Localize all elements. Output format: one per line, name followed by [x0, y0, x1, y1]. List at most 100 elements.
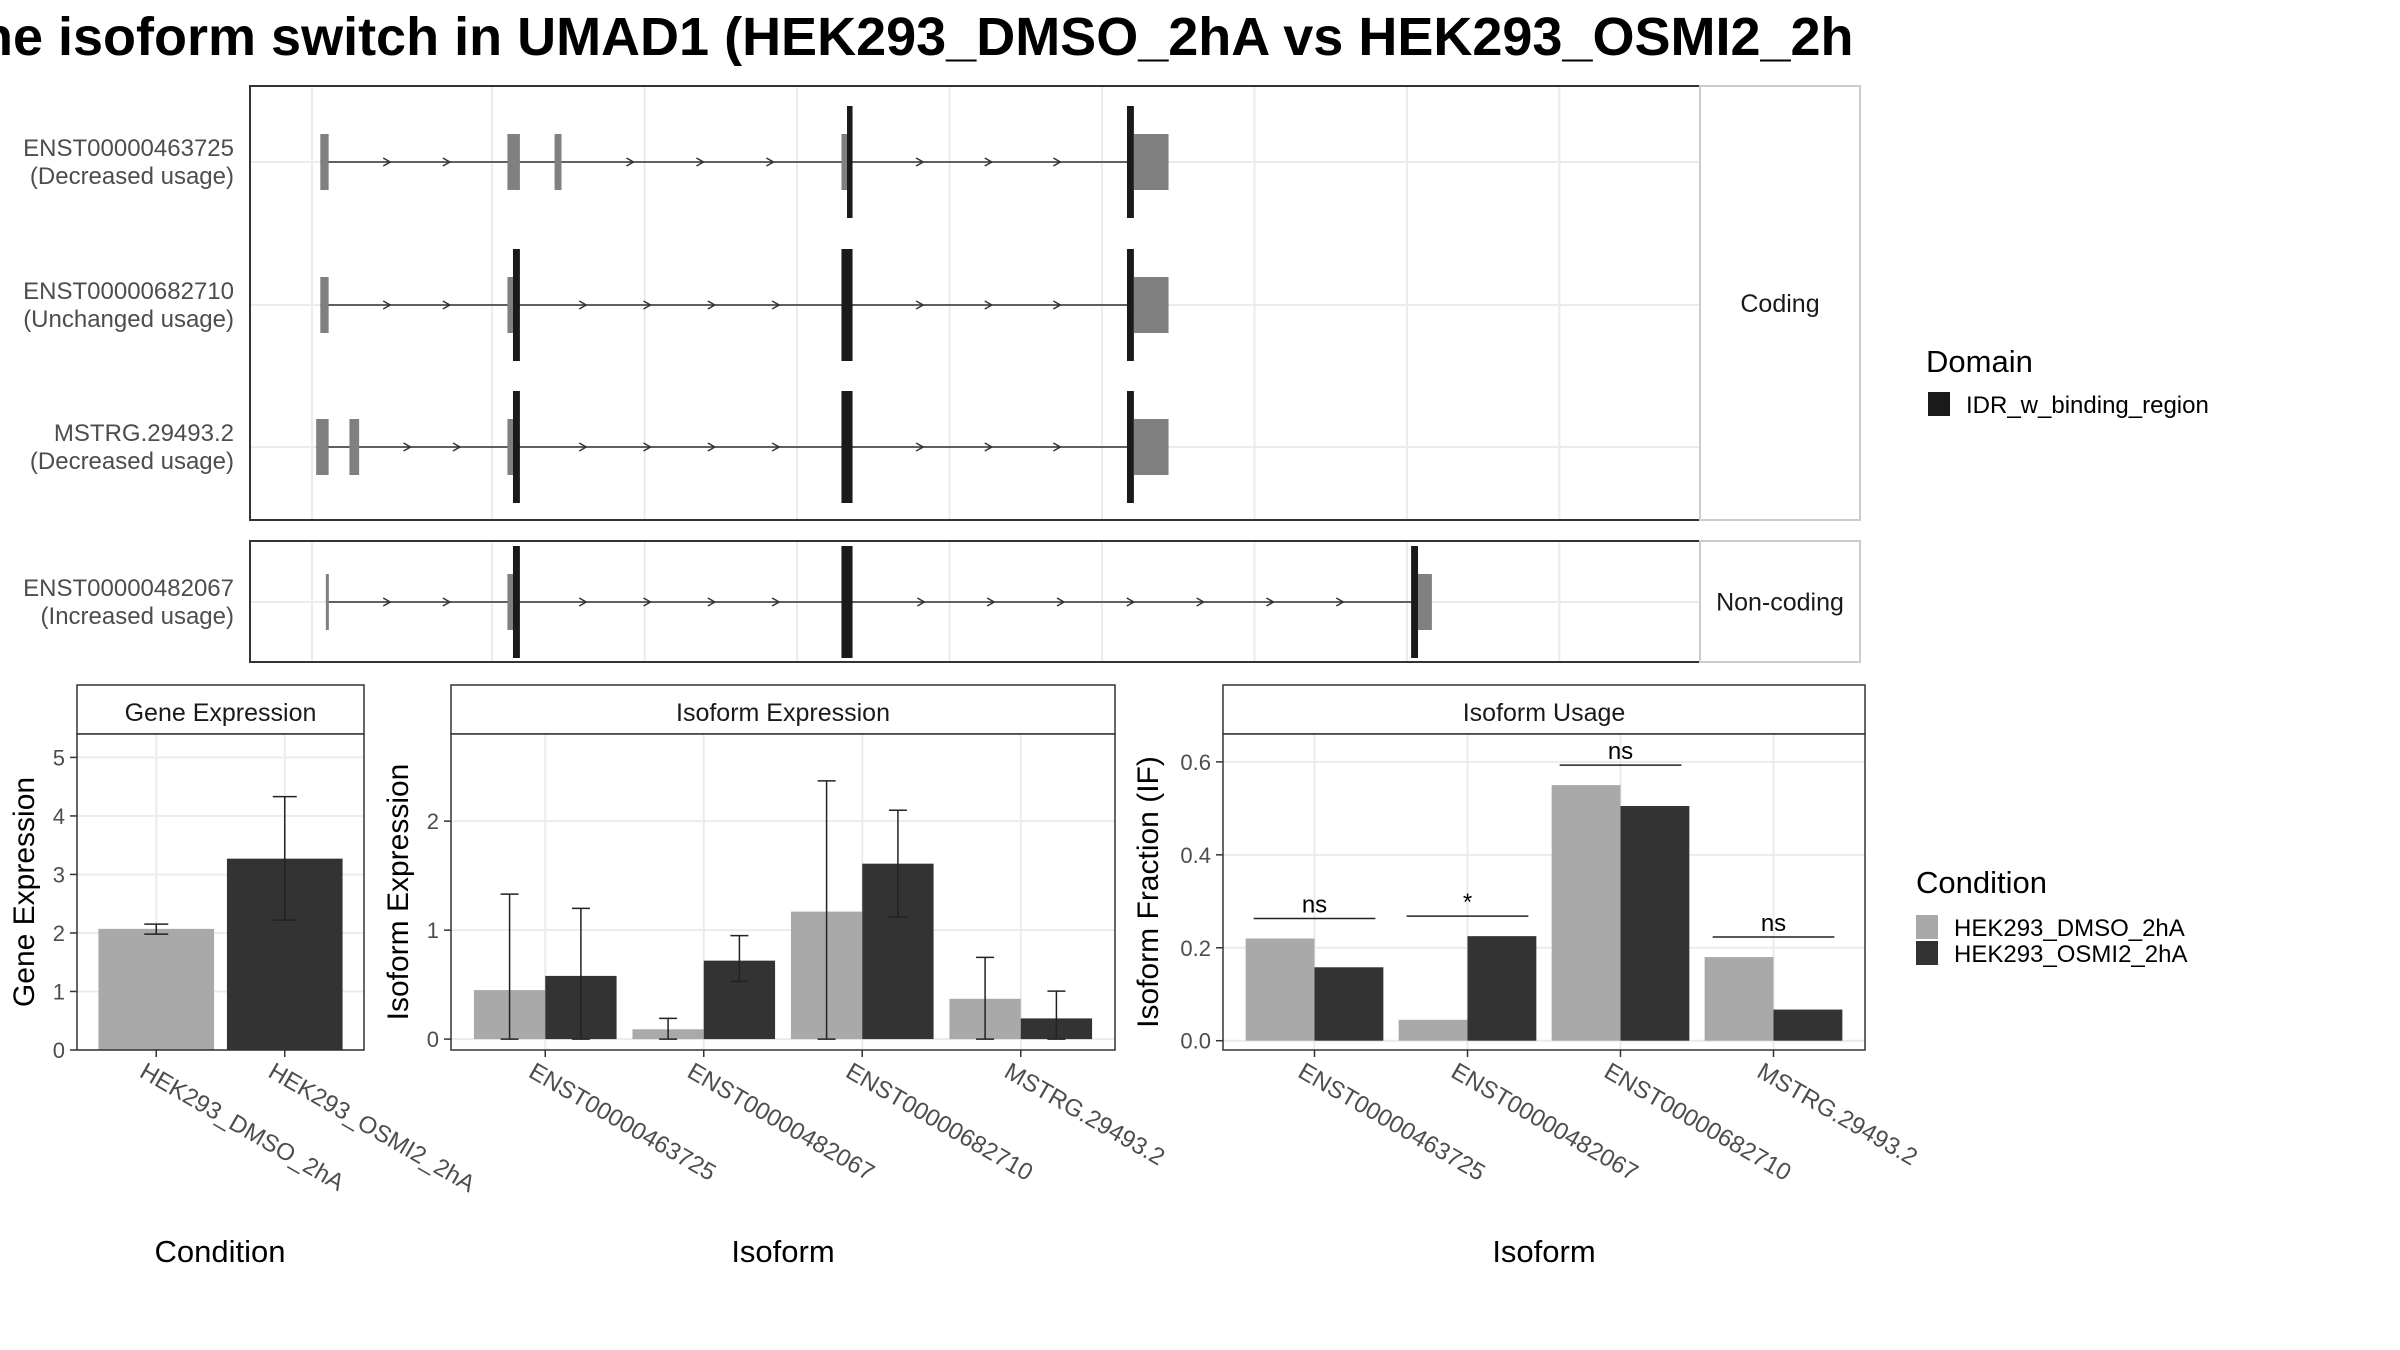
- intron-arrow: [915, 157, 925, 167]
- y-axis-label: Gene Expression: [8, 777, 41, 1007]
- utr-exon: [316, 419, 329, 475]
- y-tick-label: 0: [427, 1027, 439, 1052]
- legend-label: IDR_w_binding_region: [1966, 392, 2209, 419]
- intron-arrow: [626, 157, 635, 167]
- transcript-id: ENST00000482067: [23, 575, 234, 602]
- y-tick-label: 0.4: [1180, 843, 1211, 868]
- transcript-usage: (Unchanged usage): [23, 306, 234, 333]
- plot-border: [1222, 733, 1866, 1051]
- intron-arrow: [382, 597, 392, 607]
- bar: [1398, 1019, 1468, 1041]
- domain-exon: [1126, 391, 1134, 503]
- utr-exon: [507, 574, 513, 630]
- transcript-track: ENST00000482067(Increased usage): [23, 546, 1432, 658]
- significance-label: ns: [1608, 738, 1633, 765]
- domain-exon: [1411, 546, 1419, 658]
- intron-arrow: [643, 597, 653, 607]
- intron-arrow: [1266, 597, 1275, 607]
- x-tick-label: HEK293_OSMI2_2hA: [264, 1058, 480, 1198]
- panel-title: Isoform Expression: [676, 699, 890, 727]
- facet-strip: [1699, 540, 1861, 663]
- transcript-id: ENST00000463725: [23, 135, 234, 162]
- intron-arrow: [1052, 300, 1062, 310]
- utr-exon: [1418, 574, 1432, 630]
- chart-panel-1: Isoform Expression012ENST00000463725ENST…: [382, 684, 1169, 1269]
- significance-label: *: [1463, 889, 1472, 916]
- figure-title: ne isoform switch in UMAD1 (HEK293_DMSO_…: [0, 7, 1854, 67]
- domain-exon: [512, 391, 520, 503]
- intron-arrow: [984, 442, 994, 452]
- intron-arrow: [986, 597, 996, 607]
- legend-key: [1928, 392, 1950, 416]
- bar: [1773, 1009, 1843, 1041]
- intron-arrow: [771, 442, 781, 452]
- utr-exon: [349, 419, 360, 475]
- y-tick-label: 4: [53, 804, 65, 829]
- utr-exon: [320, 134, 329, 190]
- utr-exon: [1133, 134, 1169, 190]
- utr-exon: [841, 134, 847, 190]
- y-tick-label: 0: [53, 1038, 65, 1063]
- intron-arrow: [771, 597, 781, 607]
- y-tick-label: 3: [53, 862, 65, 887]
- utr-exon: [1133, 277, 1169, 333]
- legend-title: Domain: [1926, 344, 2033, 379]
- domain-exon: [1126, 249, 1134, 361]
- domain-exon: [512, 249, 520, 361]
- panel-title: Gene Expression: [125, 699, 317, 727]
- domain-exon: [846, 106, 853, 218]
- intron-arrow: [915, 442, 925, 452]
- intron-arrow: [643, 442, 653, 452]
- intron-arrow: [771, 300, 781, 310]
- transcript-usage: (Decreased usage): [30, 448, 234, 475]
- transcript-track: ENST00000682710(Unchanged usage): [23, 249, 1169, 361]
- intron-arrow: [403, 442, 413, 452]
- domain-exon: [1126, 106, 1134, 218]
- y-axis-label: Isoform Fraction (IF): [1132, 756, 1165, 1028]
- plot-border: [76, 733, 365, 1051]
- utr-exon: [325, 574, 329, 630]
- x-tick-label: MSTRG.29493.2: [1000, 1058, 1169, 1171]
- domain-exon: [841, 546, 853, 658]
- intron-arrow: [1196, 597, 1206, 607]
- intron-arrow: [578, 442, 588, 452]
- facet-label: Non-coding: [1716, 589, 1844, 617]
- facet-strip: [1699, 85, 1861, 521]
- domain-exon: [841, 391, 853, 503]
- bar: [1620, 806, 1690, 1041]
- intron-arrow: [442, 157, 452, 167]
- transcript-track: ENST00000463725(Decreased usage): [23, 106, 1169, 218]
- facet-label: Coding: [1740, 290, 1819, 318]
- intron-arrow: [382, 300, 392, 310]
- bar: [98, 928, 215, 1050]
- y-tick-label: 2: [427, 809, 439, 834]
- plot-border: [450, 733, 1116, 1051]
- bar: [1551, 785, 1621, 1041]
- panel-background: [250, 86, 1700, 520]
- utr-exon: [554, 134, 562, 190]
- intron-arrow: [1056, 597, 1066, 607]
- intron-arrow: [1335, 597, 1345, 607]
- intron-arrow: [442, 597, 452, 607]
- panel-title: Isoform Usage: [1463, 699, 1626, 727]
- bar: [1245, 938, 1315, 1041]
- y-tick-label: 1: [53, 979, 65, 1004]
- domain-exon: [512, 546, 520, 658]
- intron-arrow: [1052, 442, 1062, 452]
- transcript-usage: (Increased usage): [41, 603, 234, 630]
- panel-strip: [450, 684, 1116, 735]
- intron-arrow: [707, 300, 717, 310]
- transcript-track: MSTRG.29493.2(Decreased usage): [30, 391, 1169, 503]
- significance-label: ns: [1761, 910, 1786, 937]
- x-axis-label: Isoform: [731, 1234, 834, 1269]
- legend-key: [1916, 915, 1938, 939]
- intron-arrow: [382, 157, 392, 167]
- intron-arrow: [696, 157, 705, 167]
- intron-arrow: [766, 157, 775, 167]
- legend-title: Condition: [1916, 865, 2047, 900]
- bar: [1467, 936, 1537, 1041]
- legend-key: [1916, 941, 1938, 965]
- utr-exon: [1133, 419, 1169, 475]
